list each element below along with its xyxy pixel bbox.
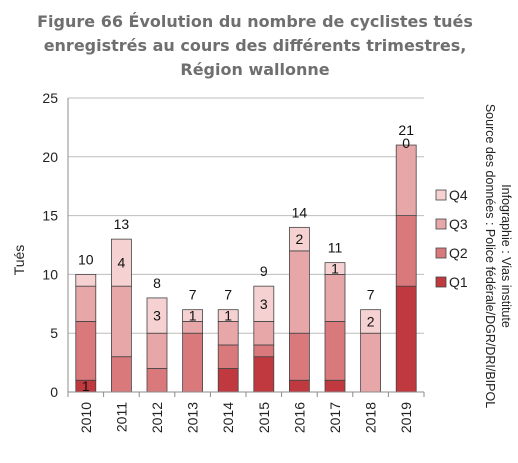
x-tick-label-2013: 2013 <box>185 402 201 433</box>
bar-2017-Q3 <box>324 273 346 322</box>
segment-label-2010-Q1: 1 <box>82 378 90 394</box>
legend-label-Q3: Q3 <box>449 216 468 232</box>
total-label-2010: 10 <box>78 251 94 267</box>
total-label-2015: 9 <box>260 263 268 279</box>
x-tick-label-2014: 2014 <box>220 402 236 433</box>
bar-2016-Q3 <box>288 250 310 334</box>
legend-label-Q1: Q1 <box>449 274 468 290</box>
total-label-2012: 8 <box>153 275 161 291</box>
bar-2015-Q4 <box>253 285 275 322</box>
x-tick-label-2012: 2012 <box>149 402 165 433</box>
bar-2012-Q4 <box>146 297 168 334</box>
y-tick-label-5: 5 <box>50 325 58 341</box>
source-line-infographic: Infographie : Vias institute <box>499 184 513 328</box>
bar-2019-Q1 <box>395 285 417 393</box>
bar-2011-Q4 <box>111 238 132 287</box>
bar-2014-Q1 <box>217 368 239 393</box>
bar-2014-Q4 <box>217 309 239 322</box>
total-label-2011: 13 <box>114 216 130 232</box>
chart-title-line-2: enregistrés au cours des différents trim… <box>43 36 467 55</box>
y-tick-label-25: 25 <box>42 90 58 106</box>
bar-2016-Q1 <box>288 379 310 393</box>
x-tick-label-2015: 2015 <box>256 402 272 433</box>
bar-2013-Q2 <box>182 332 204 393</box>
y-tick-label-10: 10 <box>42 266 58 282</box>
segment-label-2014-Q4: 1 <box>224 308 232 324</box>
segment-label-2012-Q4: 3 <box>153 308 161 324</box>
segment-label-2018-Q4: 2 <box>367 313 375 329</box>
chart-title: Figure 66 Évolution du nombre de cyclist… <box>20 10 490 82</box>
legend-label-Q2: Q2 <box>449 245 468 261</box>
source-line-data: Source des données : Police fédérale/DGR… <box>483 104 497 408</box>
y-tick-label-20: 20 <box>42 149 58 165</box>
bar-2019-Q3 <box>395 144 417 216</box>
bars <box>75 144 417 393</box>
total-label-2014: 7 <box>224 287 232 303</box>
bar-2014-Q3 <box>217 321 239 346</box>
legend-label-Q4: Q4 <box>449 187 468 203</box>
bar-2011-Q2 <box>111 356 132 393</box>
bar-2010-Q2 <box>75 321 97 381</box>
bar-2010-Q4 <box>75 273 97 287</box>
y-tick-label-15: 15 <box>42 208 58 224</box>
bar-2015-Q3 <box>253 321 275 346</box>
segment-label-2011-Q4: 4 <box>118 255 126 271</box>
x-tick-label-2017: 2017 <box>327 402 343 433</box>
x-tick-label-2018: 2018 <box>363 402 379 433</box>
legend-swatch-Q2 <box>435 247 447 259</box>
bar-2017-Q2 <box>324 321 346 381</box>
bar-2015-Q2 <box>253 344 275 358</box>
bar-2012-Q2 <box>146 368 168 393</box>
bar-2018-Q3 <box>360 332 382 393</box>
x-tick-label-2010: 2010 <box>78 402 94 433</box>
bar-2017-Q4 <box>324 262 346 275</box>
bar-2016-Q4 <box>288 226 310 252</box>
legend-swatch-Q3 <box>435 218 447 230</box>
total-label-2016: 14 <box>292 204 308 220</box>
y-tick-label-0: 0 <box>50 384 58 400</box>
bar-2010-Q3 <box>75 285 97 322</box>
axes <box>67 98 425 397</box>
legend-swatch-Q1 <box>435 276 447 288</box>
total-label-2019: 21 <box>398 122 414 138</box>
bar-2018-Q4 <box>360 309 382 334</box>
x-tick-label-2011: 2011 <box>113 402 129 432</box>
segment-label-2013-Q4: 1 <box>189 308 197 324</box>
segment-label-2017-Q4: 1 <box>331 261 339 277</box>
total-label-2017: 11 <box>328 240 343 256</box>
bar-2014-Q2 <box>217 344 239 369</box>
segment-label-2015-Q4: 3 <box>260 296 268 312</box>
chart-title-line-1: Figure 66 Évolution du nombre de cyclist… <box>37 12 473 31</box>
bar-2013-Q4 <box>182 309 204 322</box>
legend-swatch-Q4 <box>435 189 447 201</box>
bar-2017-Q1 <box>324 379 346 393</box>
chart-title-line-3: Région wallonne <box>180 60 330 79</box>
total-label-2013: 7 <box>189 287 197 303</box>
segment-label-2019-Q4: 0 <box>402 135 410 151</box>
bar-2015-Q1 <box>253 356 275 393</box>
y-axis-label: Tués <box>11 245 27 276</box>
bar-2012-Q3 <box>146 332 168 369</box>
x-tick-label-2016: 2016 <box>291 402 307 433</box>
x-tick-label-2019: 2019 <box>398 402 414 433</box>
segment-label-2016-Q4: 2 <box>296 231 304 247</box>
legend: Q4 Q3 Q2 Q1 <box>435 187 468 290</box>
bar-2019-Q2 <box>395 215 417 287</box>
bar-2016-Q2 <box>288 332 310 381</box>
total-label-2018: 7 <box>367 287 375 303</box>
bar-2011-Q3 <box>111 285 132 358</box>
